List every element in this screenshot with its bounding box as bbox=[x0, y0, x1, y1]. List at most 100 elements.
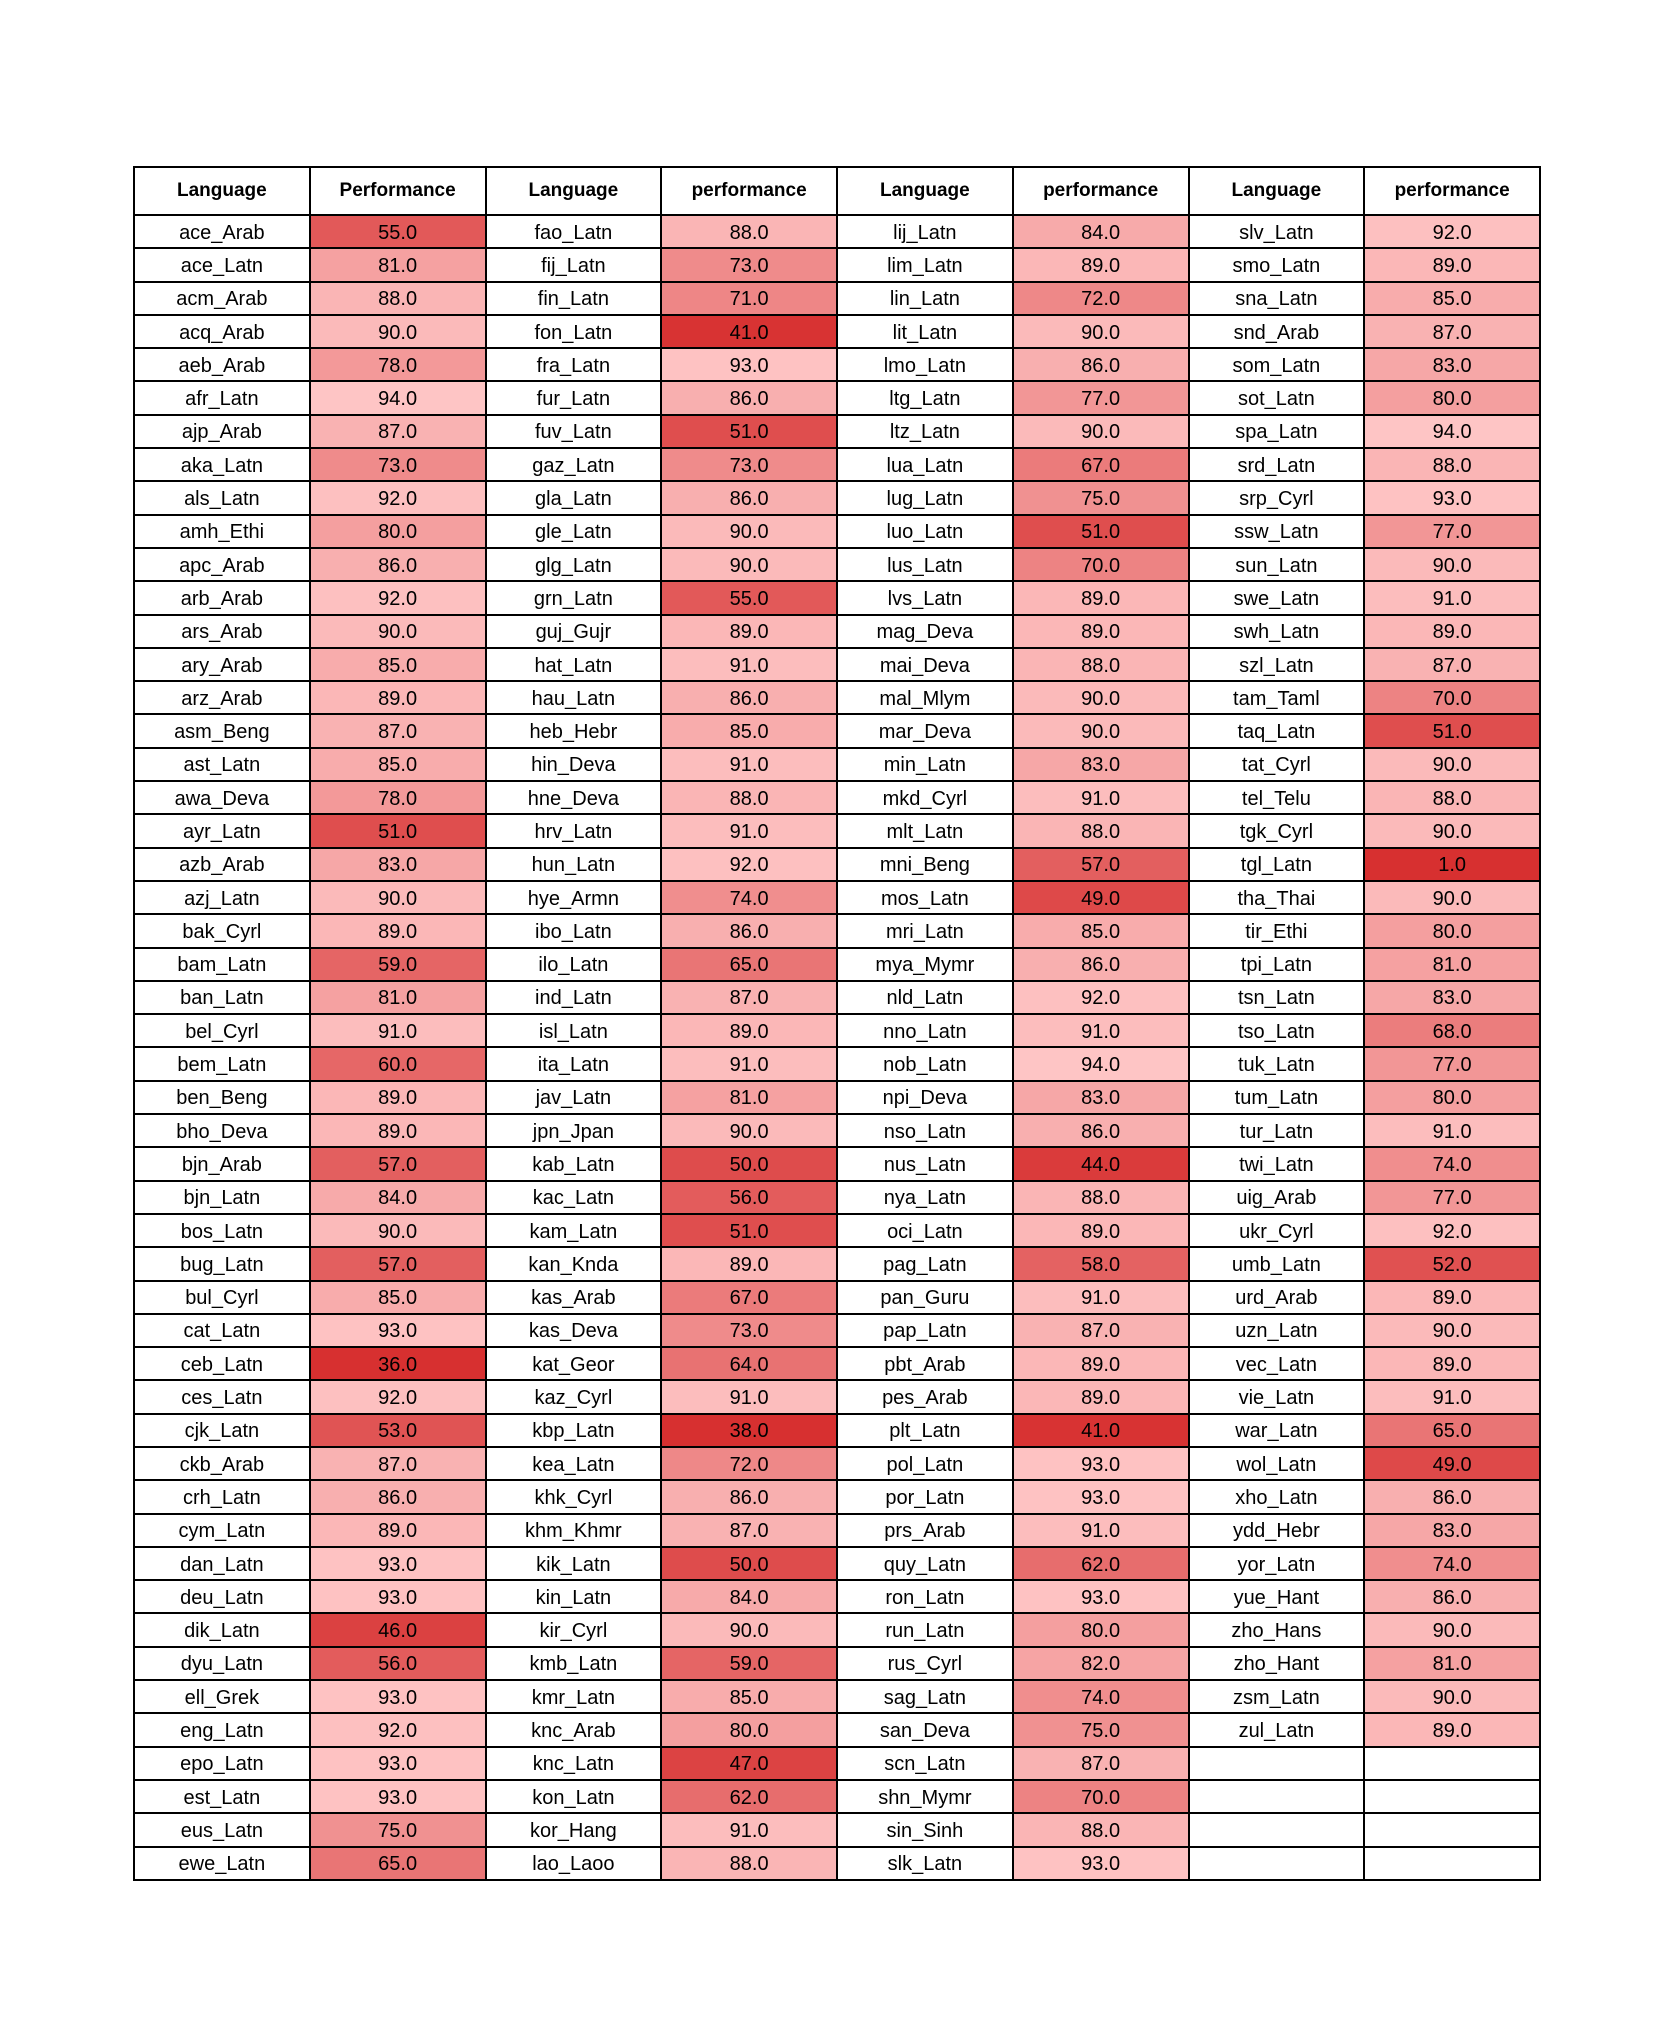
table-row: awa_Deva 78.0 hne_Deva 88.0 mkd_Cyrl 91.0 tel_… bbox=[133, 780, 1541, 816]
language-cell: asm_Beng bbox=[133, 713, 311, 749]
performance-cell: 77.0 bbox=[1363, 1046, 1541, 1082]
table-row: cym_Latn 89.0 khm_Khmr 87.0 prs_Arab 91.0 ydd_… bbox=[133, 1512, 1541, 1548]
language-cell: bug_Latn bbox=[133, 1246, 311, 1282]
language-cell: nld_Latn bbox=[836, 979, 1014, 1016]
language-cell bbox=[1187, 1778, 1366, 1815]
performance-cell: 89.0 bbox=[308, 1113, 487, 1149]
performance-cell: 89.0 bbox=[1363, 1279, 1541, 1315]
performance-cell: 74.0 bbox=[1363, 1146, 1541, 1182]
language-cell: taq_Latn bbox=[1187, 713, 1366, 749]
performance-cell: 91.0 bbox=[660, 1379, 838, 1415]
language-cell: afr_Latn bbox=[133, 380, 311, 416]
table-row: aka_Latn 73.0 gaz_Latn 73.0 lua_Latn 67.0 srd_… bbox=[133, 447, 1541, 483]
language-cell: hau_Latn bbox=[484, 680, 663, 716]
performance-cell: 89.0 bbox=[1011, 613, 1190, 649]
language-cell: als_Latn bbox=[133, 480, 311, 516]
language-cell: ckb_Arab bbox=[133, 1445, 311, 1482]
performance-cell: 91.0 bbox=[1363, 1379, 1541, 1415]
performance-cell: 82.0 bbox=[1011, 1645, 1190, 1682]
language-cell: ydd_Hebr bbox=[1187, 1512, 1366, 1548]
language-cell: ssw_Latn bbox=[1187, 513, 1366, 549]
performance-cell: 91.0 bbox=[660, 646, 838, 683]
language-cell: mag_Deva bbox=[836, 613, 1014, 649]
performance-cell: 88.0 bbox=[1363, 780, 1541, 816]
language-cell: fon_Latn bbox=[484, 313, 663, 350]
performance-cell: 77.0 bbox=[1011, 380, 1190, 416]
language-cell: deu_Latn bbox=[133, 1579, 311, 1615]
language-cell: tsn_Latn bbox=[1187, 979, 1366, 1016]
language-cell: fao_Latn bbox=[484, 213, 663, 250]
table-row: deu_Latn 93.0 kin_Latn 84.0 ron_Latn 93.0 yue_… bbox=[133, 1579, 1541, 1615]
performance-cell: 72.0 bbox=[1011, 280, 1190, 316]
performance-cell: 89.0 bbox=[1011, 1212, 1190, 1249]
language-cell: war_Latn bbox=[1187, 1412, 1366, 1448]
language-cell bbox=[1187, 1812, 1366, 1848]
performance-cell: 78.0 bbox=[308, 780, 487, 816]
performance-cell: 90.0 bbox=[1363, 879, 1541, 916]
performance-cell: 91.0 bbox=[1363, 1113, 1541, 1149]
performance-cell: 46.0 bbox=[308, 1612, 487, 1648]
language-cell: kea_Latn bbox=[484, 1445, 663, 1482]
performance-cell: 91.0 bbox=[1011, 1512, 1190, 1548]
performance-cell: 50.0 bbox=[660, 1146, 838, 1182]
language-cell: ace_Latn bbox=[133, 247, 311, 283]
language-cell: kas_Arab bbox=[484, 1279, 663, 1315]
performance-cell: 73.0 bbox=[660, 447, 838, 483]
language-cell: guj_Gujr bbox=[484, 613, 663, 649]
performance-cell: 93.0 bbox=[308, 1545, 487, 1582]
language-cell: pol_Latn bbox=[836, 1445, 1014, 1482]
language-cell: xho_Latn bbox=[1187, 1479, 1366, 1515]
language-cell: snd_Arab bbox=[1187, 313, 1366, 350]
language-cell: san_Deva bbox=[836, 1712, 1014, 1748]
language-cell: jav_Latn bbox=[484, 1079, 663, 1116]
performance-cell: 72.0 bbox=[660, 1445, 838, 1482]
performance-cell: 93.0 bbox=[308, 1679, 487, 1715]
performance-cell: 88.0 bbox=[308, 280, 487, 316]
performance-cell: 1.0 bbox=[1363, 846, 1541, 882]
language-cell: knc_Latn bbox=[484, 1745, 663, 1781]
performance-cell: 86.0 bbox=[1363, 1579, 1541, 1615]
performance-cell: 89.0 bbox=[1011, 1346, 1190, 1382]
language-cell: szl_Latn bbox=[1187, 646, 1366, 683]
performance-cell: 86.0 bbox=[308, 546, 487, 583]
performance-cell: 86.0 bbox=[660, 1479, 838, 1515]
language-cell: awa_Deva bbox=[133, 780, 311, 816]
performance-cell: 88.0 bbox=[1011, 813, 1190, 849]
performance-cell: 83.0 bbox=[308, 846, 487, 882]
table-row: bjn_Arab 57.0 kab_Latn 50.0 nus_Latn 44.0 twi_… bbox=[133, 1146, 1541, 1182]
performance-cell: 53.0 bbox=[308, 1412, 487, 1448]
language-cell: ceb_Latn bbox=[133, 1346, 311, 1382]
language-cell: sna_Latn bbox=[1187, 280, 1366, 316]
language-cell: tgk_Cyrl bbox=[1187, 813, 1366, 849]
table-row: ewe_Latn 65.0 lao_Laoo 88.0 slk_Latn 93.0 bbox=[133, 1845, 1541, 1881]
performance-cell: 92.0 bbox=[308, 1712, 487, 1748]
table-row: ban_Latn 81.0 ind_Latn 87.0 nld_Latn 92.0 tsn_… bbox=[133, 979, 1541, 1016]
language-cell: kmb_Latn bbox=[484, 1645, 663, 1682]
performance-cell: 89.0 bbox=[1011, 580, 1190, 616]
performance-cell: 75.0 bbox=[308, 1812, 487, 1848]
performance-cell: 85.0 bbox=[1011, 913, 1190, 949]
performance-cell bbox=[1363, 1778, 1541, 1815]
performance-cell: 67.0 bbox=[1011, 447, 1190, 483]
table-row: arz_Arab 89.0 hau_Latn 86.0 mal_Mlym 90.0 tam_… bbox=[133, 680, 1541, 716]
header-language-1: Language bbox=[133, 166, 311, 216]
table-row: bjn_Latn 84.0 kac_Latn 56.0 nya_Latn 88.0 uig_… bbox=[133, 1179, 1541, 1215]
performance-cell: 74.0 bbox=[1011, 1679, 1190, 1715]
language-cell: swe_Latn bbox=[1187, 580, 1366, 616]
language-cell: tam_Taml bbox=[1187, 680, 1366, 716]
performance-cell: 87.0 bbox=[660, 1512, 838, 1548]
performance-cell: 93.0 bbox=[1011, 1579, 1190, 1615]
language-cell: lmo_Latn bbox=[836, 347, 1014, 383]
performance-cell: 91.0 bbox=[660, 746, 838, 783]
performance-cell: 90.0 bbox=[1011, 680, 1190, 716]
language-cell: bem_Latn bbox=[133, 1046, 311, 1082]
language-cell: kat_Geor bbox=[484, 1346, 663, 1382]
table-row: azj_Latn 90.0 hye_Armn 74.0 mos_Latn 49.0 tha_… bbox=[133, 879, 1541, 916]
performance-cell: 65.0 bbox=[308, 1845, 487, 1881]
language-cell: kbp_Latn bbox=[484, 1412, 663, 1448]
language-cell: pap_Latn bbox=[836, 1312, 1014, 1349]
language-cell: umb_Latn bbox=[1187, 1246, 1366, 1282]
performance-cell: 85.0 bbox=[660, 713, 838, 749]
language-cell: ita_Latn bbox=[484, 1046, 663, 1082]
language-cell: fuv_Latn bbox=[484, 413, 663, 450]
